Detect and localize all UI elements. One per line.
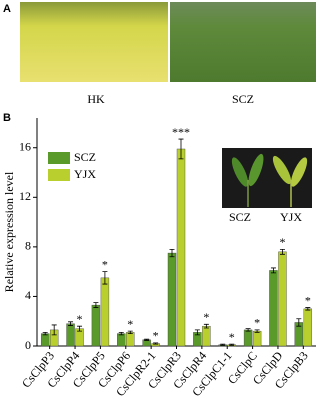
y-tick-label: 4 xyxy=(25,288,31,302)
error-bar xyxy=(51,324,57,336)
bar xyxy=(66,323,75,347)
significance-label: * xyxy=(77,312,83,326)
y-tick-label: 12 xyxy=(19,189,31,203)
error-bar xyxy=(220,343,226,346)
y-tick-label: 16 xyxy=(19,139,31,153)
bar xyxy=(176,148,186,347)
significance-label: * xyxy=(305,293,311,307)
photo-label: HK xyxy=(87,92,105,106)
error-bar xyxy=(93,302,99,308)
y-tick-label: 8 xyxy=(25,239,31,253)
error-bar xyxy=(194,329,200,336)
bar xyxy=(202,325,211,347)
error-bar xyxy=(229,343,235,346)
significance-label: *** xyxy=(172,125,190,139)
error-bar xyxy=(169,248,175,258)
legend-label: SCZ xyxy=(74,150,96,164)
panel-label: A xyxy=(3,3,11,15)
photo-hk xyxy=(20,2,168,82)
significance-label: * xyxy=(102,257,108,271)
panel-label: B xyxy=(3,112,11,124)
bar xyxy=(100,277,110,347)
error-bar xyxy=(245,328,251,332)
error-bar xyxy=(118,331,124,336)
legend-swatch xyxy=(48,169,70,181)
error-bar xyxy=(305,307,311,311)
error-bar xyxy=(144,338,150,341)
photo-scz xyxy=(170,2,316,82)
bar xyxy=(303,308,313,347)
error-bar xyxy=(127,330,133,335)
legend-label: YJX xyxy=(74,167,96,181)
y-tick-label: 0 xyxy=(25,338,31,352)
error-bar xyxy=(102,271,108,285)
error-bar xyxy=(77,325,83,332)
error-bar xyxy=(270,267,276,274)
bar xyxy=(278,251,287,347)
bar xyxy=(252,330,262,347)
error-bar xyxy=(178,138,184,160)
error-bar xyxy=(68,321,74,326)
legend-swatch xyxy=(48,152,70,164)
significance-label: * xyxy=(127,317,133,331)
inset-label: YJX xyxy=(280,210,302,224)
error-bar xyxy=(279,248,285,255)
photo-label: SCZ xyxy=(232,92,254,106)
error-bar xyxy=(153,342,159,345)
significance-label: * xyxy=(153,329,159,343)
bar xyxy=(91,304,101,347)
bar xyxy=(117,333,126,347)
inset-photo xyxy=(222,148,312,208)
error-bar xyxy=(42,331,48,336)
y-axis-label: Relative expression level xyxy=(2,171,16,292)
significance-label: * xyxy=(229,330,235,344)
error-bar xyxy=(296,318,302,327)
inset-label: SCZ xyxy=(229,210,251,224)
bar xyxy=(126,332,135,347)
bar xyxy=(243,329,253,347)
error-bar xyxy=(203,323,209,329)
significance-label: * xyxy=(254,316,260,330)
bar xyxy=(167,252,177,347)
significance-label: * xyxy=(203,310,209,324)
bar xyxy=(269,270,278,347)
significance-label: * xyxy=(279,235,285,249)
error-bar xyxy=(254,329,260,333)
bar xyxy=(40,333,50,347)
